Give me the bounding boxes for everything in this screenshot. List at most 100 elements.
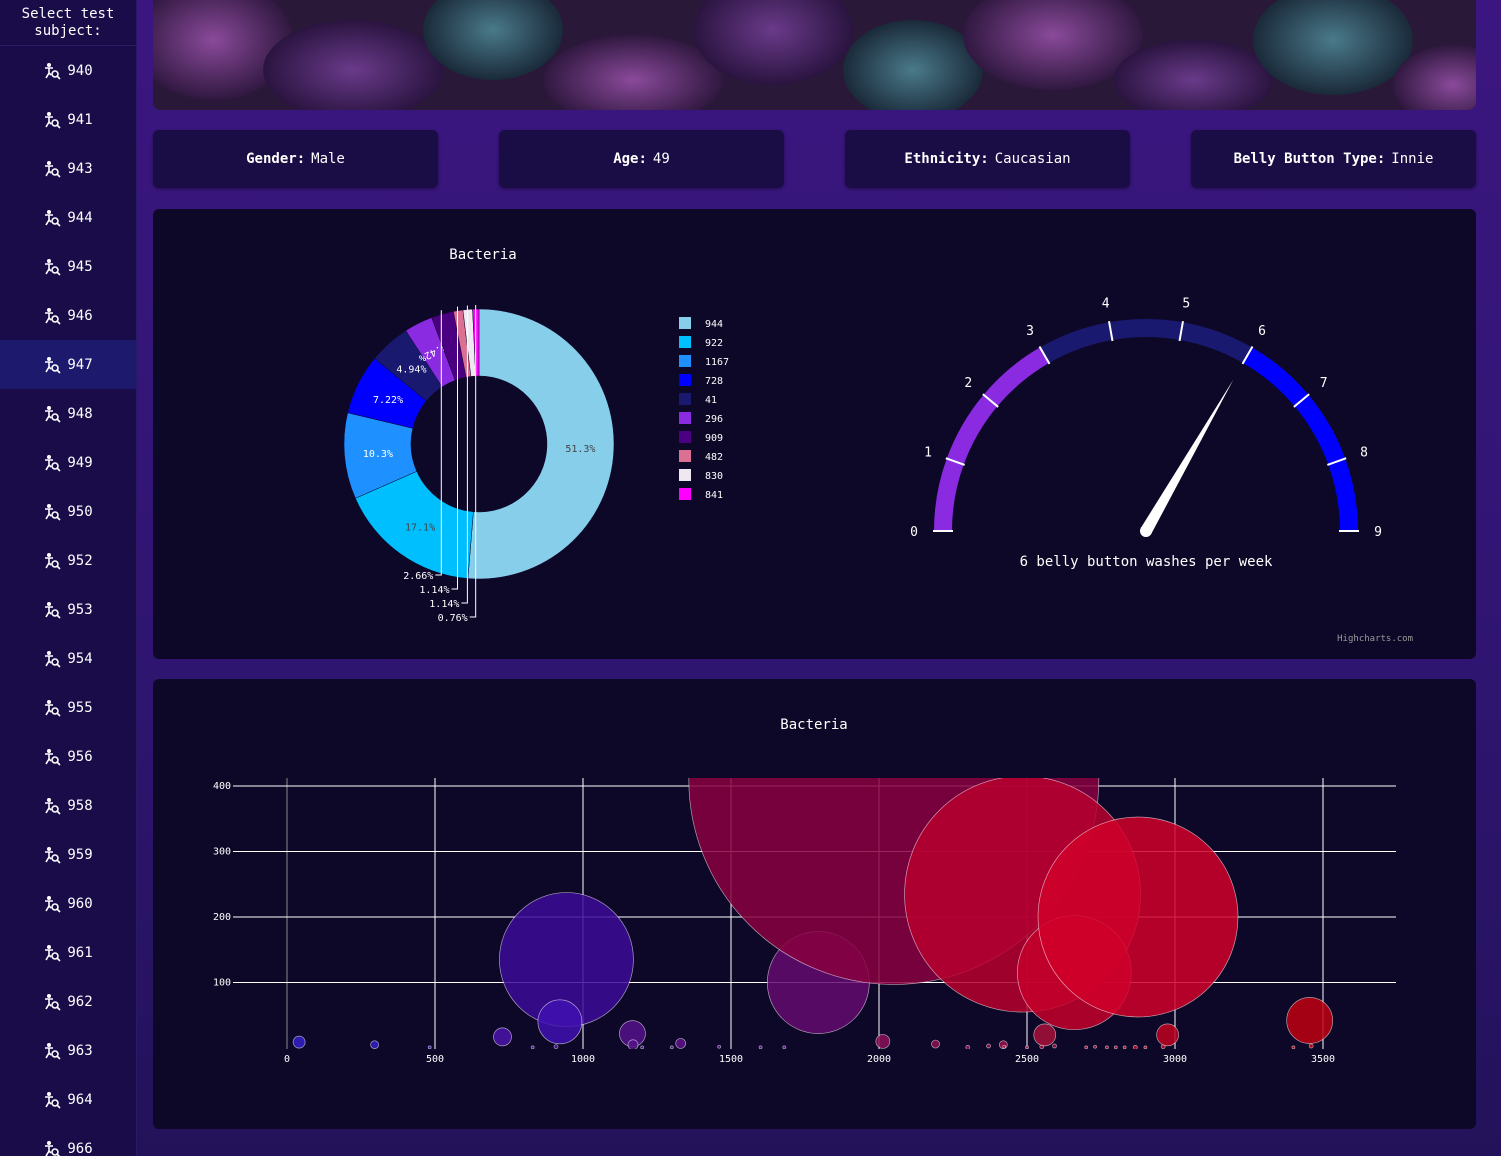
bubble-point[interactable] xyxy=(1033,1023,1057,1047)
wash-gauge-chart: 0 1 2 3 4 5 6 7 8 9 6 belly button washes per week… xyxy=(910,297,1413,644)
subject-item-960[interactable]: 960 xyxy=(0,879,136,928)
legend-label-909: 909 xyxy=(705,433,723,444)
gauge-band xyxy=(1040,322,1113,363)
bubble-point[interactable] xyxy=(370,1040,379,1049)
subject-item-944[interactable]: 944 xyxy=(0,193,136,242)
subject-item-962[interactable]: 962 xyxy=(0,977,136,1026)
subject-item-952[interactable]: 952 xyxy=(0,536,136,585)
legend-swatch-1167[interactable] xyxy=(679,355,691,367)
person-search-icon xyxy=(43,160,61,178)
gauge-tick-label: 0 xyxy=(910,525,918,540)
bubble-point[interactable] xyxy=(965,1044,971,1049)
bubble-point[interactable] xyxy=(1132,1044,1138,1049)
legend-swatch-482[interactable] xyxy=(679,450,691,462)
subject-id: 956 xyxy=(67,748,93,765)
gauge-tick xyxy=(1327,457,1347,466)
bubble-point[interactable] xyxy=(1093,1044,1097,1049)
x-tick-label: 1000 xyxy=(571,1054,595,1065)
bubble-point[interactable] xyxy=(1143,1045,1148,1049)
subject-item-959[interactable]: 959 xyxy=(0,830,136,879)
legend-swatch-841[interactable] xyxy=(679,488,691,500)
legend-swatch-922[interactable] xyxy=(679,336,691,348)
person-search-icon xyxy=(43,895,61,913)
subject-item-966[interactable]: 966 xyxy=(0,1124,136,1156)
subject-item-956[interactable]: 956 xyxy=(0,732,136,781)
bubble-point[interactable] xyxy=(1122,1045,1127,1049)
bubble-point[interactable] xyxy=(1156,1023,1179,1047)
bubble-point[interactable] xyxy=(1286,997,1334,1044)
bubble-point[interactable] xyxy=(675,1038,687,1049)
bubble-point[interactable] xyxy=(493,1027,512,1047)
bubble-point[interactable] xyxy=(1084,1045,1089,1049)
gauge-tick xyxy=(945,457,965,466)
subject-item-945[interactable]: 945 xyxy=(0,242,136,291)
subject-item-949[interactable]: 949 xyxy=(0,438,136,487)
legend-swatch-830[interactable] xyxy=(679,469,691,481)
bubble-point[interactable] xyxy=(1113,1045,1118,1049)
legend-swatch-296[interactable] xyxy=(679,412,691,424)
subject-id: 953 xyxy=(67,601,93,618)
subject-sidebar: Select test subject: 940 941 943 944 945 946 9… xyxy=(0,0,137,1156)
subject-item-946[interactable]: 946 xyxy=(0,291,136,340)
bubble-point[interactable] xyxy=(530,1045,535,1049)
gauge-needle xyxy=(1140,379,1234,534)
bubble-point[interactable] xyxy=(1052,1043,1057,1049)
gauge-tick xyxy=(1178,321,1184,342)
gauge-label: 6 belly button washes per week xyxy=(1020,554,1273,570)
subject-item-964[interactable]: 964 xyxy=(0,1075,136,1124)
bacteria-bubble-chart: Bacteria 0 500 1000 1500 2000 2500 3000 3500 100 2… xyxy=(213,717,1396,1065)
charts-panel: Bacteria 51.3% 17.1% 10.3% 7.22% 4.94% 3.42% 2.… xyxy=(153,209,1476,659)
bubble-point[interactable] xyxy=(1025,1045,1029,1049)
subject-item-958[interactable]: 958 xyxy=(0,781,136,830)
bubble-point[interactable] xyxy=(758,1045,763,1049)
pie-slice-label: 2.66% xyxy=(403,571,433,582)
bubble-point[interactable] xyxy=(1002,1044,1007,1049)
bubble-point[interactable] xyxy=(427,1045,432,1049)
subject-item-943[interactable]: 943 xyxy=(0,144,136,193)
subject-item-950[interactable]: 950 xyxy=(0,487,136,536)
bubble-point[interactable] xyxy=(717,1044,722,1049)
bubble-point[interactable] xyxy=(292,1035,306,1049)
subject-item-954[interactable]: 954 xyxy=(0,634,136,683)
subject-item-955[interactable]: 955 xyxy=(0,683,136,732)
legend-label-482: 482 xyxy=(705,452,723,463)
bubble-point[interactable] xyxy=(669,1045,674,1049)
person-search-icon xyxy=(43,503,61,521)
highcharts-credit[interactable]: Highcharts.com xyxy=(1337,634,1413,644)
bubble-point[interactable] xyxy=(1105,1045,1109,1049)
bubble-point[interactable] xyxy=(931,1039,940,1049)
subject-item-963[interactable]: 963 xyxy=(0,1026,136,1075)
subject-item-953[interactable]: 953 xyxy=(0,585,136,634)
bubble-point[interactable] xyxy=(1291,1045,1296,1049)
x-tick-label: 3500 xyxy=(1311,1054,1335,1065)
bubble-point[interactable] xyxy=(782,1045,787,1049)
legend-swatch-41[interactable] xyxy=(679,393,691,405)
bubble-point[interactable] xyxy=(537,999,583,1045)
subject-id: 952 xyxy=(67,552,93,569)
bubble-point[interactable] xyxy=(640,1045,645,1049)
legend-swatch-728[interactable] xyxy=(679,374,691,386)
person-search-icon xyxy=(43,258,61,276)
subject-item-947[interactable]: 947 xyxy=(0,340,136,389)
subject-item-941[interactable]: 941 xyxy=(0,95,136,144)
bubble-point[interactable] xyxy=(1037,816,1239,1018)
subject-item-948[interactable]: 948 xyxy=(0,389,136,438)
bubble-point[interactable] xyxy=(553,1044,559,1049)
pie-leader-line xyxy=(469,305,477,618)
subject-id: 947 xyxy=(67,356,93,373)
bubble-point[interactable] xyxy=(627,1039,639,1050)
person-search-icon xyxy=(43,1091,61,1109)
person-search-icon xyxy=(43,356,61,374)
bubble-point[interactable] xyxy=(986,1043,991,1049)
gauge-tick-label: 6 xyxy=(1258,324,1266,339)
subject-item-961[interactable]: 961 xyxy=(0,928,136,977)
pie-slice-label: 4.94% xyxy=(396,364,426,375)
bubble-point[interactable] xyxy=(1308,1043,1314,1049)
legend-swatch-909[interactable] xyxy=(679,431,691,443)
pie-slice-label: 1.14% xyxy=(419,585,449,596)
legend-swatch-944[interactable] xyxy=(679,317,691,329)
bubble-point[interactable] xyxy=(875,1034,891,1049)
pie-slice-label: 1.14% xyxy=(429,599,459,610)
subject-item-940[interactable]: 940 xyxy=(0,46,136,95)
person-search-icon xyxy=(43,307,61,325)
